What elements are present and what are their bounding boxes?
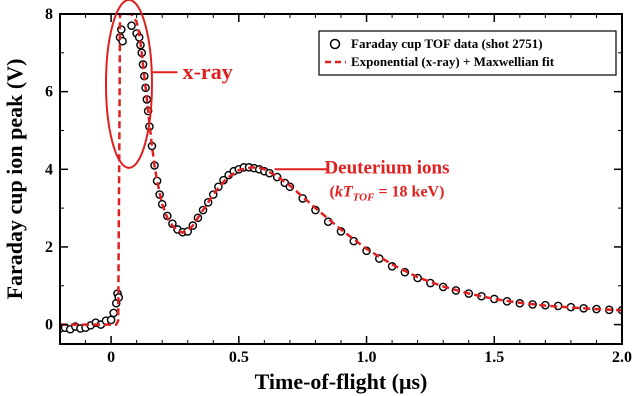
ticks-layer: 0 0.5 1.0 1.5 2.0 0 2 4 6 8 xyxy=(45,6,632,366)
data-point xyxy=(106,315,116,325)
fit-line xyxy=(60,14,622,326)
y-axis-label: Faraday cup ion peak (V) xyxy=(2,59,27,300)
kt-subscript: TOF xyxy=(353,191,375,203)
y-tick-label-0: 0 xyxy=(45,317,53,334)
deuterium-kt-label: (kTTOF = 18 keV) xyxy=(330,183,445,203)
y-tick-label-2: 4 xyxy=(45,161,53,178)
y-tick-label-4: 8 xyxy=(45,6,53,23)
legend: Faraday cup TOF data (shot 2751) Exponen… xyxy=(318,30,617,76)
x-tick-label-4: 2.0 xyxy=(612,349,632,366)
series-layer xyxy=(60,14,622,334)
x-tick-label-0: 0 xyxy=(107,349,115,366)
kt-close-paren: ) xyxy=(439,183,444,200)
deuterium-label: Deuterium ions xyxy=(324,157,449,178)
data-point xyxy=(127,21,136,30)
x-tick-label-2: 1.0 xyxy=(357,349,377,366)
legend-marker-data xyxy=(329,38,341,50)
legend-box xyxy=(318,30,617,76)
x-axis-label: Time-of-flight (μs) xyxy=(255,369,428,394)
kt-symbol: kT xyxy=(335,183,354,200)
xray-ellipse xyxy=(104,0,153,169)
kt-open-paren: ( xyxy=(330,183,335,200)
kt-value: = 18 keV xyxy=(374,183,439,200)
xray-label: x-ray xyxy=(183,59,233,84)
legend-label-data: Faraday cup TOF data (shot 2751) xyxy=(351,36,543,51)
x-tick-label-3: 1.5 xyxy=(484,349,504,366)
data-point xyxy=(109,308,118,318)
x-tick-label-1: 0.5 xyxy=(229,349,249,366)
annotation-layer: x-ray Deuterium ions (kTTOF = 18 keV) xyxy=(104,0,450,203)
legend-label-fit: Exponential (x-ray) + Maxwellian fit xyxy=(351,54,555,69)
y-tick-label-3: 6 xyxy=(45,84,53,101)
y-tick-label-1: 2 xyxy=(45,239,53,256)
